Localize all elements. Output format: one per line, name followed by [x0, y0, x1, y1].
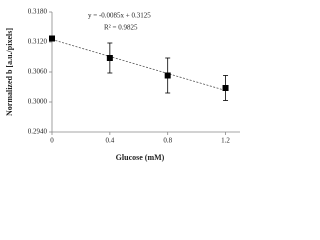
- x-axis-title: Glucose (mM): [116, 153, 165, 162]
- point: [222, 85, 229, 91]
- point: [106, 55, 113, 61]
- y-tick-label: 0.3060: [28, 68, 48, 76]
- trendline-r2: R² = 0.9825: [104, 24, 138, 32]
- trendline: [51, 39, 226, 91]
- y-tick-label: 0.3120: [28, 38, 48, 46]
- x-tick-label: 0.8: [163, 137, 172, 145]
- page: {"chart_data": { "type": "scatter", "x_l…: [4, 7, 240, 162]
- point: [164, 72, 171, 79]
- point: [49, 35, 55, 42]
- trendline-equation: y = -0.0085x + 0.3125: [88, 12, 151, 20]
- x-tick-label: 0.4: [105, 137, 114, 145]
- y-tick-label: 0.2940: [28, 128, 48, 136]
- chart: Glucose (mM) Normalized b [a.u./pixels] …: [5, 8, 240, 162]
- x-tick-label: 0: [50, 137, 54, 145]
- y-axis-title: Normalized b [a.u./pixels]: [5, 28, 14, 116]
- y-tick-label: 0.3000: [28, 98, 48, 106]
- x-tick-label: 1.2: [221, 137, 230, 145]
- y-tick-label: 0.3180: [28, 8, 48, 16]
